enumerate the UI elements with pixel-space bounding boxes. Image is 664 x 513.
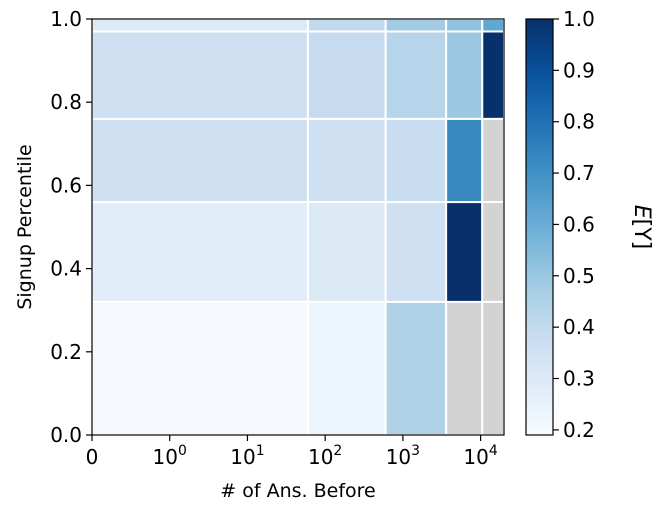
y-tick-label: 0.6 xyxy=(50,173,82,197)
colorbar-tick-label: 0.4 xyxy=(563,315,595,339)
x-axis: 0 100 101 102 103 104 xyxy=(86,435,498,469)
x-axis-label: # of Ans. Before xyxy=(220,480,375,502)
heatmap-cell xyxy=(445,30,484,120)
colorbar-tick-label: 1.0 xyxy=(563,7,595,31)
colorbar-gradient xyxy=(525,18,554,436)
y-axis: 0.0 0.2 0.4 0.6 0.8 1.0 xyxy=(50,7,92,447)
colorbar: 0.2 0.3 0.4 0.5 0.6 0.7 0.8 0.9 1.0 xyxy=(525,7,595,442)
colorbar-tick-label: 0.2 xyxy=(563,418,595,442)
colorbar-tick-label: 0.5 xyxy=(563,264,595,288)
heatmap-cell xyxy=(445,117,484,204)
heatmap-cell xyxy=(384,117,448,204)
heatmap-cells xyxy=(91,18,506,436)
x-tick-label: 100 xyxy=(153,443,187,469)
heatmap-cell xyxy=(445,300,484,436)
y-tick-label: 0.8 xyxy=(50,90,82,114)
x-tick-label: 102 xyxy=(308,443,342,469)
heatmap-cell xyxy=(384,30,448,120)
heatmap-cell xyxy=(481,300,506,436)
colorbar-tick-label: 0.6 xyxy=(563,212,595,236)
x-tick-label: 101 xyxy=(230,443,264,469)
x-tick-label: 103 xyxy=(386,443,420,469)
colorbar-tick-label: 0.9 xyxy=(563,58,595,82)
plot-frame xyxy=(91,18,505,436)
heatmap-cell xyxy=(306,117,387,204)
y-tick-label: 0.4 xyxy=(50,257,82,281)
colorbar-tick-label: 0.3 xyxy=(563,367,595,391)
colorbar-tick-label: 0.8 xyxy=(563,110,595,134)
x-tick-label: 0 xyxy=(86,445,99,469)
heatmap-cell xyxy=(384,300,448,436)
heatmap-cell xyxy=(91,18,309,33)
heatmap-cell xyxy=(384,18,448,33)
heatmap-cell xyxy=(481,18,506,33)
heatmap-cell xyxy=(384,201,448,303)
heatmap-cell xyxy=(91,201,309,303)
heatmap-cell xyxy=(306,300,387,436)
x-tick-label: 104 xyxy=(463,443,497,469)
y-tick-label: 0.0 xyxy=(50,423,82,447)
heatmap-cell xyxy=(306,18,387,33)
heatmap-cell xyxy=(91,117,309,204)
y-tick-label: 0.2 xyxy=(50,340,82,364)
heatmap-cell xyxy=(306,30,387,120)
heatmap-cell xyxy=(445,201,484,303)
heatmap-cell xyxy=(91,300,309,436)
heatmap-cell xyxy=(445,18,484,33)
colorbar-label: E[Y] xyxy=(629,205,654,250)
heatmap-cell xyxy=(481,117,506,204)
heatmap-cell xyxy=(481,30,506,120)
heatmap-cell xyxy=(481,201,506,303)
y-tick-label: 1.0 xyxy=(50,7,82,31)
y-axis-label: Signup Percentile xyxy=(14,144,36,309)
heatmap-cell xyxy=(306,201,387,303)
colorbar-tick-label: 0.7 xyxy=(563,161,595,185)
heatmap-cell xyxy=(91,30,309,120)
